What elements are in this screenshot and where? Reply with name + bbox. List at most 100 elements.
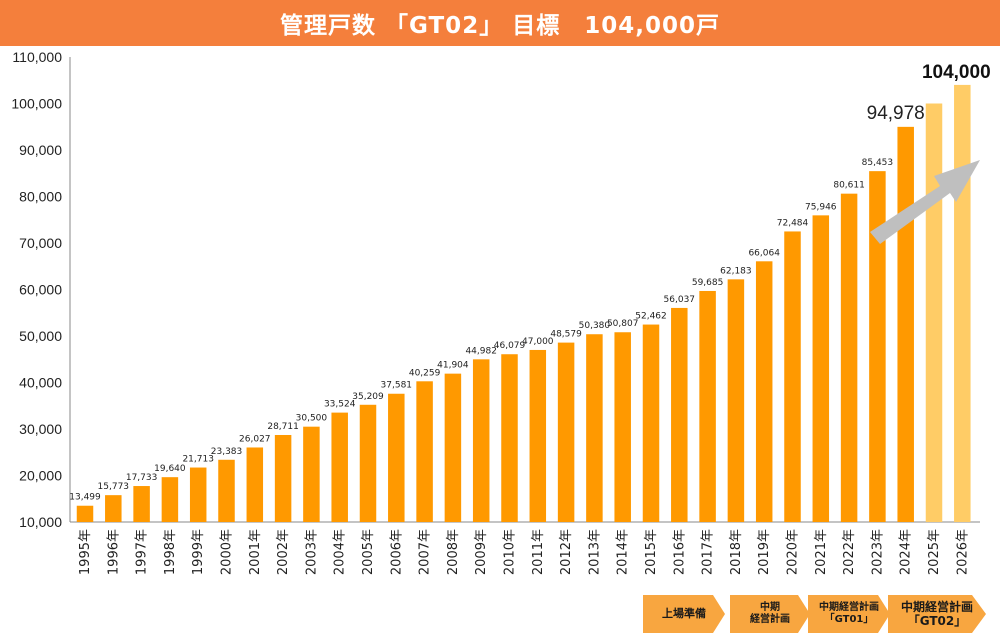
data-bar [642,324,660,522]
x-tick-label: 2012年 [559,529,574,575]
x-tick-label: 1998年 [163,529,178,575]
data-bar [529,349,547,522]
data-label: 26,027 [239,434,271,444]
data-label: 75,946 [805,202,837,212]
data-bar [274,434,292,522]
phase-label: 中期経営計画 「GT02」 [900,599,973,628]
x-axis-ticks: 1995年 1996年 1997年 1998年 1999年 2000年 2001年 2002年… [78,529,970,575]
x-tick-label: 2006年 [389,529,404,575]
data-bar [246,447,264,522]
data-bar [161,477,179,522]
phase-mid-term-plan: 中期 経営計画 [730,595,810,633]
data-label: 66,064 [748,248,780,258]
data-label: 56,037 [664,295,696,305]
x-tick-label: 2008年 [446,529,461,575]
data-bar [133,486,150,522]
phase-gt02: 中期経営計画 「GT02」 [888,595,986,633]
page-title: 管理戸数 「GT02」 目標 104,000戸 [280,13,720,39]
data-label: 28,711 [267,422,299,432]
data-label: 62,183 [720,266,752,276]
bar-chart: 10,000 20,000 30,000 40,000 50,000 60,000 70,0… [11,49,990,575]
data-bar [218,459,235,522]
data-label: 19,640 [154,464,186,474]
phase-gt01: 中期経営計画 「GT01」 [808,595,890,633]
x-tick-label: 2021年 [814,529,829,575]
x-tick-label: 2003年 [304,529,319,575]
y-tick-label: 70,000 [19,235,62,251]
x-tick-label: 2017年 [701,529,716,575]
data-label: 94,978 [867,103,925,124]
title-bar: 管理戸数 「GT02」 目標 104,000戸 [0,0,1000,46]
data-bar [840,193,858,522]
data-bar [557,342,575,522]
target-bar [954,84,971,523]
data-bar [444,373,462,522]
data-bar [472,359,490,522]
data-bar [812,215,830,522]
data-label: 30,500 [296,414,328,424]
data-label: 21,713 [182,455,214,465]
data-bar [76,505,94,522]
data-label: 23,383 [211,447,243,457]
y-tick-label: 50,000 [19,328,62,344]
x-tick-label: 2005年 [361,529,376,575]
x-tick-label: 2001年 [248,529,263,575]
chart-bars [76,84,971,523]
x-tick-label: 2009年 [474,529,489,575]
phase-label: 中期経営計画 「GT01」 [819,602,879,625]
data-bar [388,393,405,522]
data-label: 48,579 [550,330,582,340]
target-bar [925,103,943,522]
data-label: 104,000 [922,62,991,83]
x-tick-label: 2016年 [672,529,687,575]
data-bar [869,171,886,522]
y-tick-label: 80,000 [19,189,62,205]
x-tick-label: 2023年 [870,529,885,575]
x-tick-label: 1996年 [106,529,121,575]
y-tick-label: 100,000 [11,96,62,112]
y-tick-label: 110,000 [12,49,62,65]
x-tick-label: 2025年 [927,529,942,575]
data-bar [501,354,518,522]
data-bar [699,290,716,522]
data-bar [727,279,745,522]
x-tick-label: 2019年 [757,529,772,575]
data-label: 52,462 [635,312,667,322]
data-bar [784,231,801,522]
x-tick-label: 2010年 [503,529,518,575]
data-label: 40,259 [409,368,441,378]
data-label: 80,611 [833,181,865,191]
x-tick-label: 2026年 [955,529,970,575]
x-tick-label: 1997年 [135,529,150,575]
data-label: 17,733 [126,473,158,483]
x-tick-label: 2024年 [899,529,914,575]
y-tick-label: 20,000 [19,468,62,484]
data-bar [331,412,348,522]
data-bar [189,467,207,522]
data-bar [359,404,377,522]
y-axis-ticks: 10,000 20,000 30,000 40,000 50,000 60,000 70,0… [11,49,62,530]
y-tick-label: 30,000 [19,421,62,437]
data-label: 47,000 [522,337,554,347]
x-tick-label: 2007年 [418,529,433,575]
phase-label: 上場準備 [662,607,706,621]
data-label: 15,773 [98,482,130,492]
phase-listing-prep: 上場準備 [643,595,725,633]
data-label: 41,904 [437,361,469,371]
x-tick-label: 2004年 [333,529,348,575]
x-tick-label: 2020年 [786,529,801,575]
x-tick-label: 2013年 [587,529,602,575]
data-label: 33,524 [324,400,356,410]
x-tick-label: 2015年 [644,529,659,575]
y-tick-label: 40,000 [19,375,62,391]
y-tick-label: 60,000 [19,282,62,298]
data-label: 35,209 [352,392,384,402]
y-tick-label: 10,000 [19,514,62,530]
trend-arrow-icon [870,160,980,244]
data-bar [755,261,773,522]
x-tick-label: 2011年 [531,529,546,575]
trend-arrow [870,160,980,244]
data-label: 44,982 [465,346,497,356]
phase-label: 中期 経営計画 [750,602,790,625]
